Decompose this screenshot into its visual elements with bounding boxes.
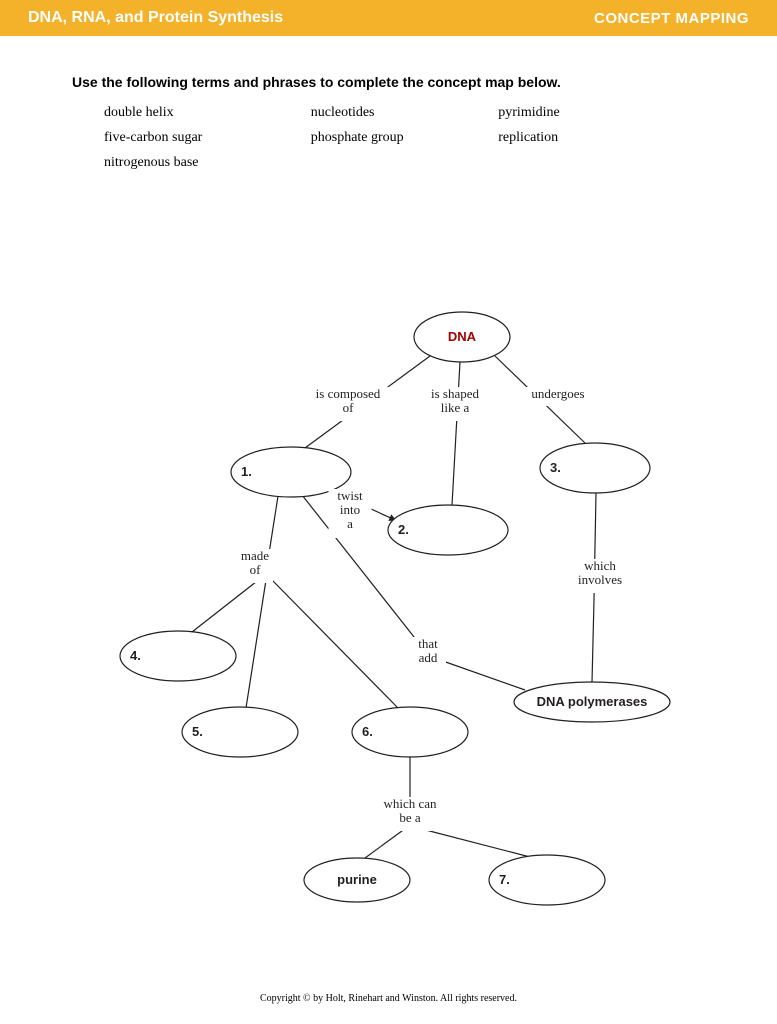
node-label: 3.: [550, 460, 561, 475]
term: phosphate group: [311, 125, 499, 150]
node-ellipse: [304, 858, 410, 902]
term: [311, 150, 499, 175]
edge-label-bg: [375, 797, 446, 831]
term: nucleotides: [311, 100, 499, 125]
header-banner: DNA, RNA, and Protein Synthesis CONCEPT …: [0, 0, 777, 36]
term: five-carbon sugar: [104, 125, 311, 150]
edge: [192, 578, 261, 632]
term: pyrimidine: [498, 100, 705, 125]
edge-label: which canbe a: [383, 796, 437, 825]
edge: [495, 356, 585, 443]
terms-list: double helix nucleotides pyrimidine five…: [72, 100, 705, 176]
node-label: 4.: [130, 648, 141, 663]
edge: [305, 356, 430, 448]
edge-label-bg: [410, 637, 446, 671]
edge-label-bg: [329, 489, 372, 538]
edge: [272, 580, 398, 708]
node-label: 1.: [241, 464, 252, 479]
node-label: purine: [337, 872, 377, 887]
node-ellipse: [489, 855, 605, 905]
edge: [268, 496, 278, 560]
edge: [592, 600, 594, 682]
edge: [330, 490, 395, 520]
edge-label: twistintoa: [337, 488, 363, 531]
node-ellipse: [120, 631, 236, 681]
term: replication: [498, 125, 705, 150]
edge-label: thatadd: [418, 636, 438, 665]
edge-label-bg: [568, 559, 632, 593]
edge-label-bg: [523, 387, 594, 406]
node-ellipse: [388, 505, 508, 555]
node-label: 7.: [499, 872, 510, 887]
edge: [594, 493, 596, 600]
node-ellipse: [182, 707, 298, 757]
content-area: Use the following terms and phrases to c…: [0, 36, 777, 176]
term: [498, 150, 705, 175]
node-label: DNA polymerases: [537, 694, 648, 709]
node-ellipse: [514, 682, 670, 722]
edge-label: whichinvolves: [578, 558, 622, 587]
edge-label-bg: [420, 387, 491, 421]
node-ellipse: [231, 447, 351, 497]
term: double helix: [104, 100, 311, 125]
banner-title: DNA, RNA, and Protein Synthesis: [28, 9, 283, 27]
banner-subtitle: CONCEPT MAPPING: [594, 10, 749, 27]
edge-label: is composedof: [316, 386, 381, 415]
edge-label-bg: [306, 387, 391, 421]
node-label: 6.: [362, 724, 373, 739]
node-label: 2.: [398, 522, 409, 537]
edge: [440, 660, 525, 690]
edge-label: is shapedlike a: [431, 386, 480, 415]
node-label: DNA: [448, 329, 477, 344]
edge-label-bg: [237, 549, 273, 583]
node-label: 5.: [192, 724, 203, 739]
edge: [418, 828, 530, 857]
edge: [452, 362, 460, 505]
node-ellipse: [414, 312, 510, 362]
edge: [302, 495, 418, 642]
edge-label: undergoes: [531, 386, 584, 401]
node-ellipse: [540, 443, 650, 493]
term: nitrogenous base: [104, 150, 311, 175]
node-ellipse: [352, 707, 468, 757]
instruction-text: Use the following terms and phrases to c…: [72, 74, 705, 90]
edge: [246, 580, 266, 708]
edge-label: madeof: [241, 548, 269, 577]
footer-copyright: Copyright © by Holt, Rinehart and Winsto…: [0, 993, 777, 1004]
edge: [365, 828, 406, 858]
